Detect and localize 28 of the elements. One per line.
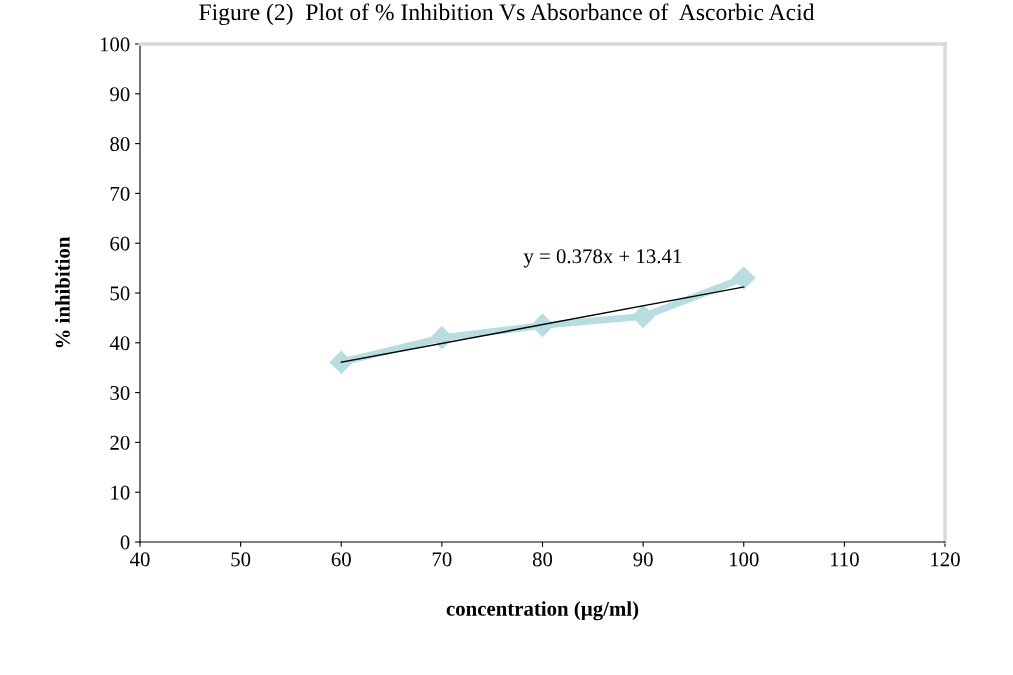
y-tick-label: 10: [111, 485, 130, 500]
point: [329, 350, 353, 374]
x-tick-label: 60: [331, 552, 351, 567]
annotation: y = 0.378x + 13.41: [523, 249, 682, 268]
x-tick-label: 120: [931, 552, 960, 567]
y-tick-label: 0: [120, 535, 130, 550]
x-tick-label: 80: [532, 552, 553, 567]
point: [631, 304, 655, 328]
x-tick-label: 50: [231, 552, 251, 567]
y-tick-label: 80: [110, 136, 130, 152]
y-tick-label: 30: [110, 385, 130, 401]
y-tick-label: 100: [100, 37, 130, 52]
y-tick-label: 70: [110, 186, 130, 201]
y-tick-label: 60: [110, 236, 130, 251]
x-tick-label: 90: [633, 552, 653, 567]
point: [430, 326, 454, 350]
y-tick-label: 40: [109, 336, 130, 351]
y-tick-label: 20: [110, 435, 130, 450]
x-tick-label: 100: [729, 552, 759, 567]
x-axis-title: concentration (µg/ml): [446, 601, 639, 621]
y-tick-label: 50: [110, 286, 130, 301]
y-axis-title: % inhibition: [55, 236, 70, 348]
x-tick-label: 70: [432, 552, 452, 567]
y-tick-label: 90: [110, 87, 130, 102]
x-tick-label: 110: [830, 552, 859, 567]
point: [732, 266, 756, 290]
x-tick-label: 40: [129, 552, 150, 567]
chart-title: Figure (2) Plot of % Inhibition Vs Absorbance of Ascorbic Acid: [199, 3, 815, 26]
